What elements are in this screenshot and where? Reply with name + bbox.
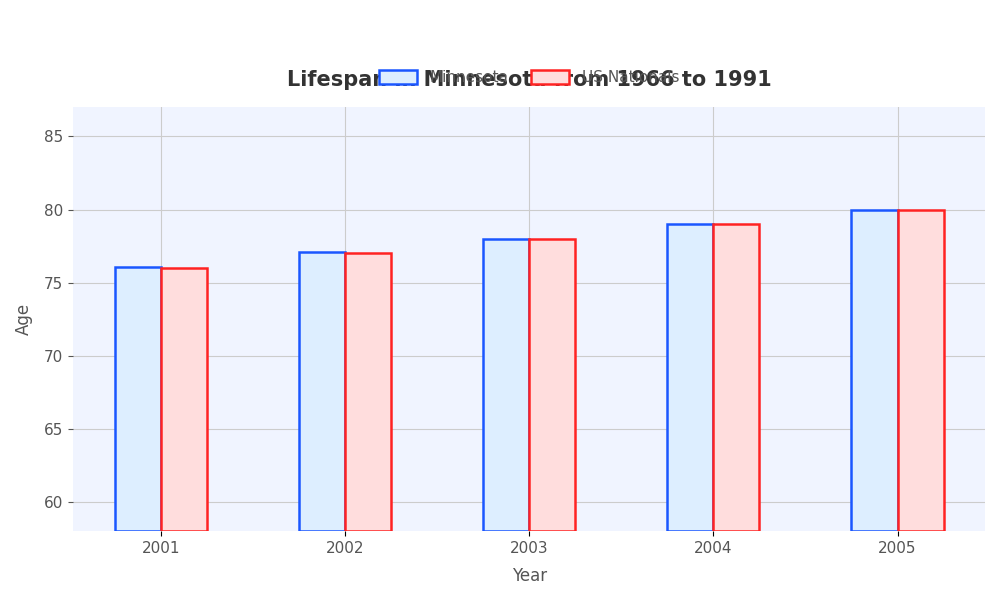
Bar [713,224,759,531]
Bar [529,239,575,531]
Bar [161,268,207,531]
Bar [667,224,713,531]
Bar [115,266,161,531]
Bar [851,209,898,531]
Title: Lifespan in Minnesota from 1966 to 1991: Lifespan in Minnesota from 1966 to 1991 [287,70,771,91]
Y-axis label: Age: Age [15,303,33,335]
Legend: Minnesota, US Nationals: Minnesota, US Nationals [373,64,685,91]
Bar [483,239,529,531]
Bar [299,252,345,531]
Bar [898,209,944,531]
X-axis label: Year: Year [512,567,547,585]
Bar [345,253,391,531]
